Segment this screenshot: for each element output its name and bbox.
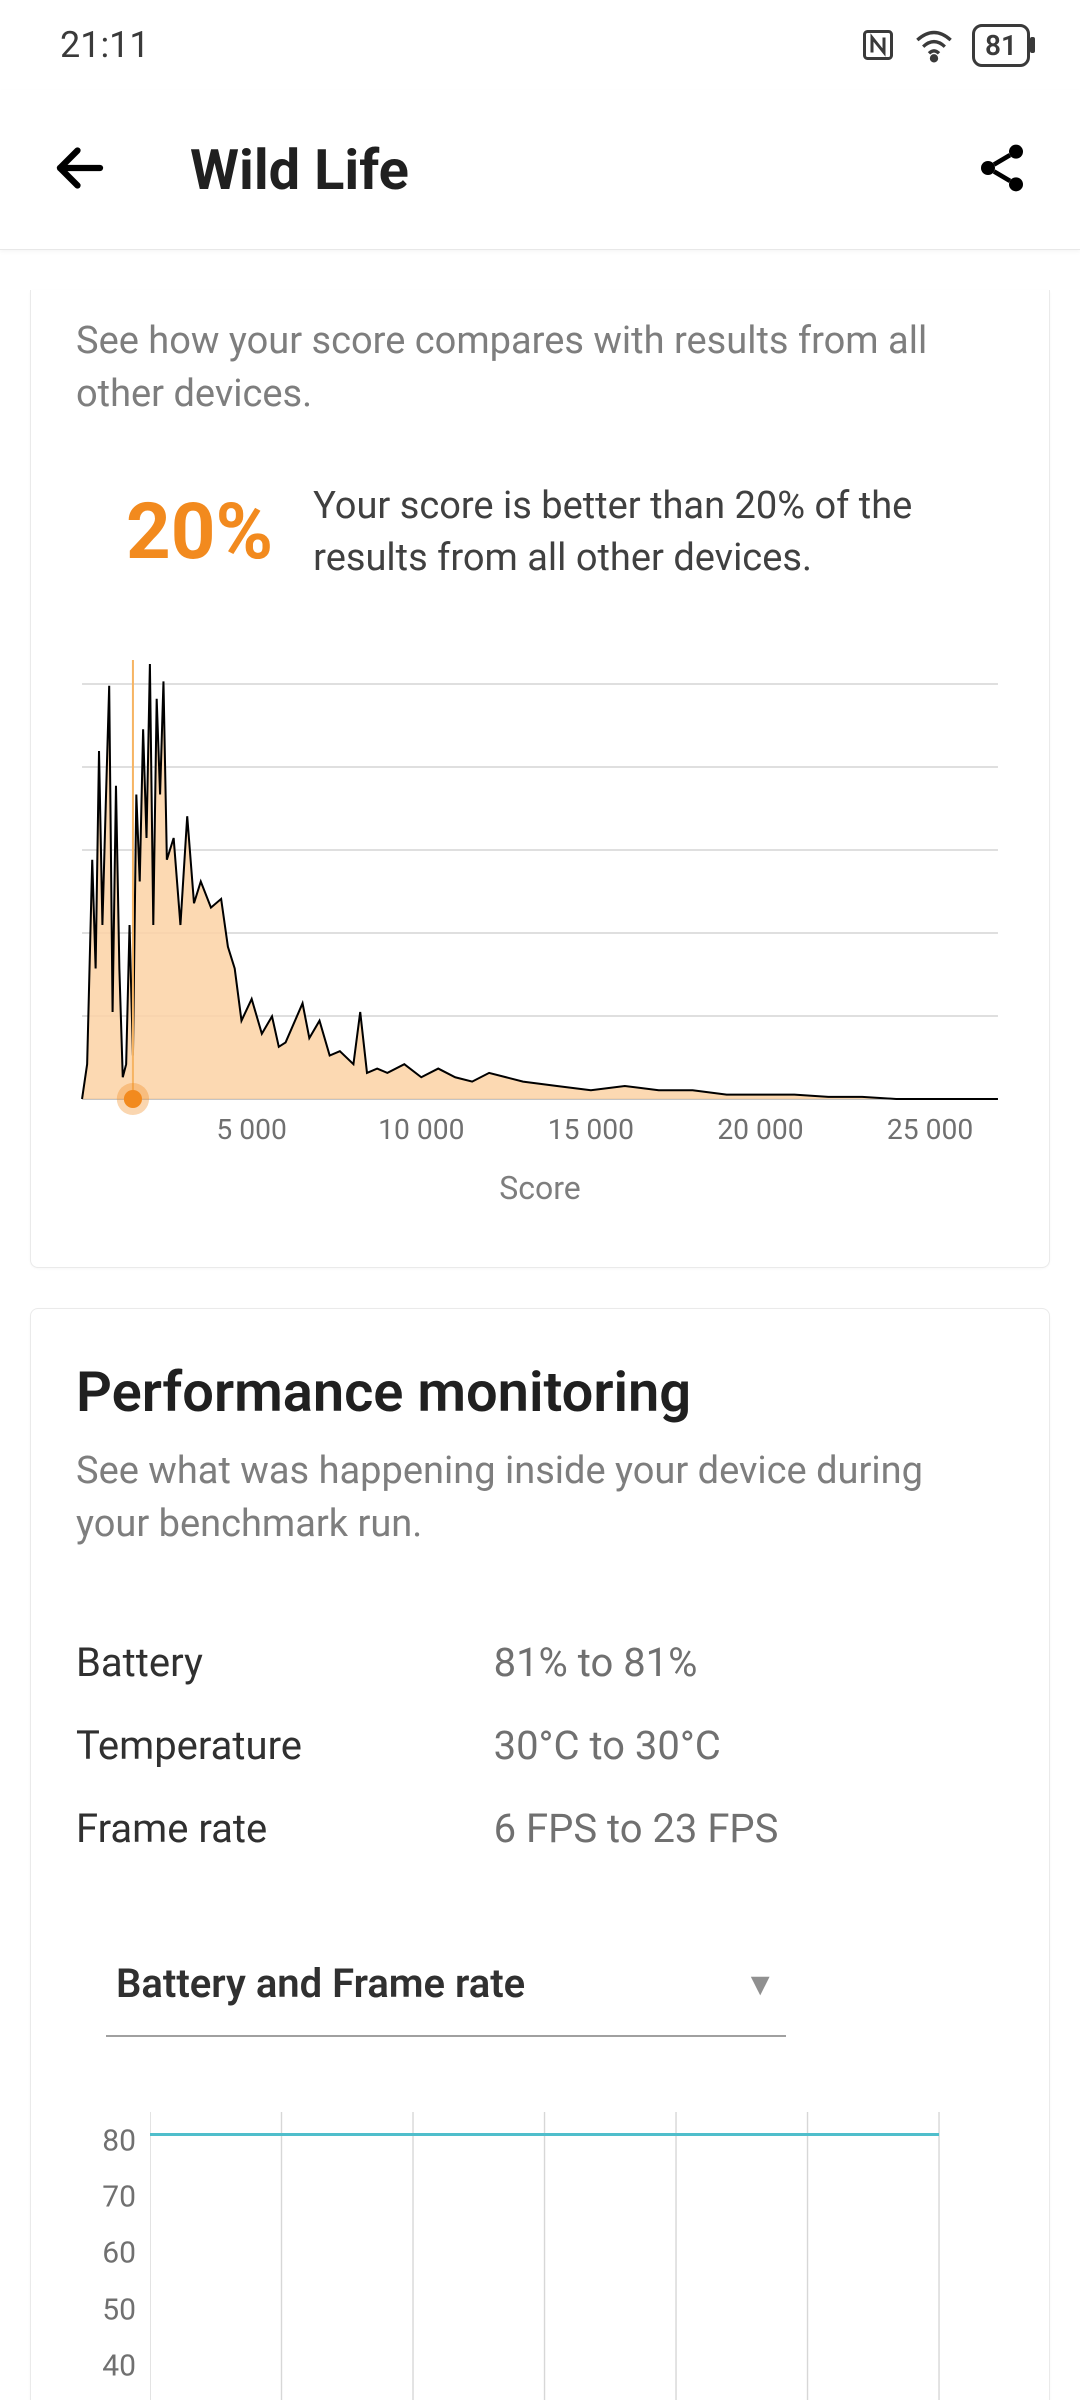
percentile-value: 20%	[126, 487, 273, 578]
status-time: 21:11	[60, 24, 150, 66]
compare-subtitle: See how your score compares with results…	[76, 315, 1004, 421]
stat-temp-label: Temperature	[76, 1722, 494, 1769]
perf-title: Performance monitoring	[76, 1359, 1004, 1425]
stat-fps-value: 6 FPS to 23 FPS	[494, 1805, 779, 1852]
svg-text:5 000: 5 000	[216, 1113, 286, 1146]
distribution-chart: 5 000 10 000 15 000 20 000 25 000	[76, 654, 1004, 1154]
status-icons: 81	[860, 24, 1030, 67]
svg-text:15 000: 15 000	[548, 1113, 634, 1146]
x-axis-label: Score	[76, 1169, 1004, 1207]
share-icon	[974, 140, 1030, 196]
svg-text:10 000: 10 000	[378, 1113, 464, 1146]
stat-fps-label: Frame rate	[76, 1805, 494, 1852]
compare-card: See how your score compares with results…	[30, 290, 1050, 1268]
stat-battery-value: 81% to 81%	[494, 1639, 698, 1686]
svg-text:25 000: 25 000	[887, 1113, 973, 1146]
nfc-icon	[860, 27, 896, 63]
perf-subtitle: See what was happening inside your devic…	[76, 1445, 1004, 1551]
percentile-text: Your score is better than 20% of the res…	[313, 481, 1004, 584]
dropdown-selected: Battery and Frame rate	[116, 1960, 525, 2007]
back-button[interactable]	[50, 138, 110, 202]
stat-battery-label: Battery	[76, 1639, 494, 1686]
svg-text:20 000: 20 000	[717, 1113, 803, 1146]
chart-dropdown[interactable]: Battery and Frame rate ▼	[106, 1930, 786, 2037]
line-chart: 304050607080	[76, 2107, 1004, 2400]
stat-temp-row: Temperature 30°C to 30°C	[76, 1704, 1004, 1787]
wifi-icon	[914, 27, 954, 63]
back-arrow-icon	[50, 138, 110, 198]
chevron-down-icon: ▼	[744, 1965, 776, 2003]
stat-battery-row: Battery 81% to 81%	[76, 1621, 1004, 1704]
stat-fps-row: Frame rate 6 FPS to 23 FPS	[76, 1787, 1004, 1870]
stat-temp-value: 30°C to 30°C	[494, 1722, 721, 1769]
share-button[interactable]	[974, 140, 1030, 200]
battery-icon: 81	[972, 24, 1030, 67]
status-bar: 21:11 81	[0, 0, 1080, 90]
app-header: Wild Life	[0, 90, 1080, 250]
page-title: Wild Life	[190, 137, 409, 203]
performance-card: Performance monitoring See what was happ…	[30, 1308, 1050, 2400]
